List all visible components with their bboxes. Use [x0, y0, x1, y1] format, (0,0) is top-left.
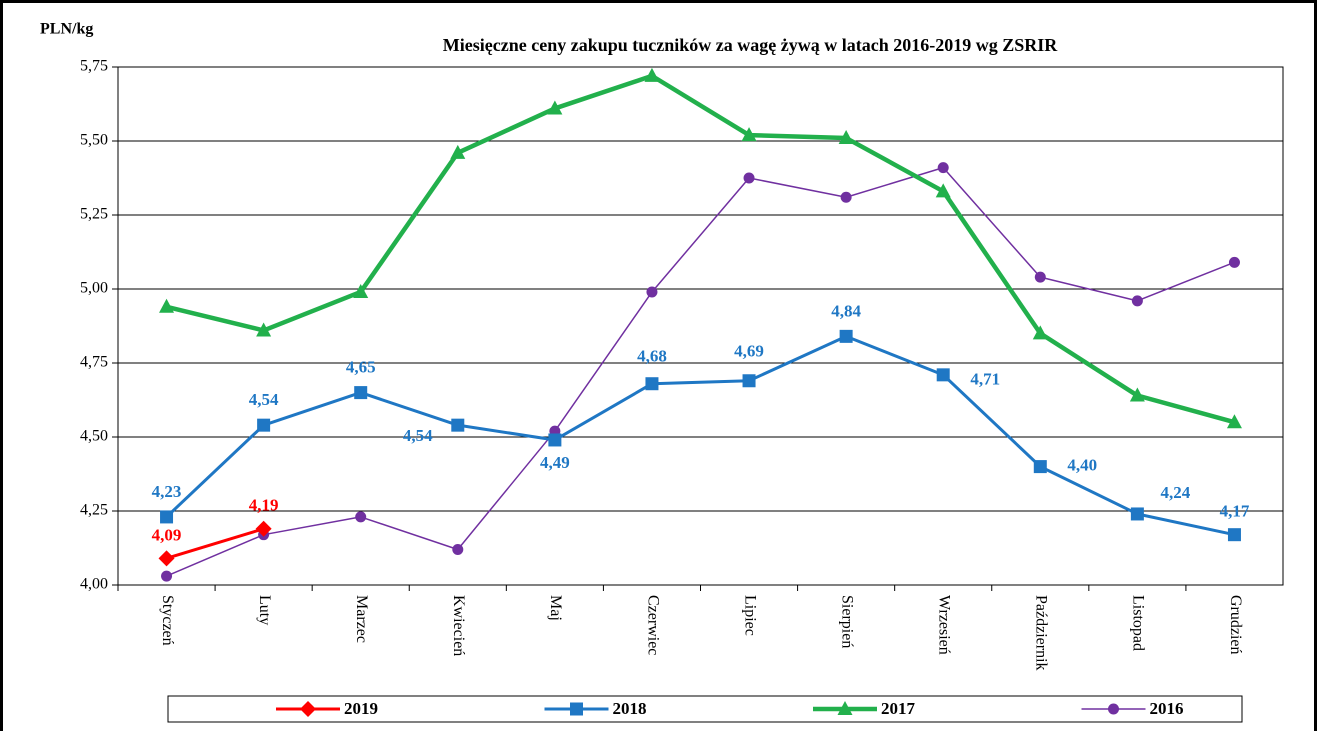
marker [840, 191, 852, 203]
x-tick-label: Styczeń [159, 595, 176, 646]
data-label: 4,40 [1067, 456, 1097, 475]
y-tick-label: 4,25 [80, 502, 108, 519]
y-unit-label: PLN/kg [40, 21, 93, 38]
data-label: 4,23 [152, 482, 182, 501]
marker [256, 322, 272, 337]
x-tick-label: Grudzień [1227, 595, 1244, 655]
marker [450, 144, 466, 159]
marker [548, 433, 562, 447]
x-tick-label: Wrzesień [936, 595, 953, 655]
x-tick-label: Kwiecień [450, 595, 467, 656]
marker [935, 183, 951, 198]
y-tick-label: 4,75 [80, 354, 108, 371]
marker [355, 511, 367, 523]
marker [570, 702, 583, 716]
marker [838, 130, 854, 145]
marker [1131, 295, 1143, 307]
marker [1226, 414, 1242, 429]
x-tick-label: Listopad [1130, 595, 1147, 651]
marker [158, 550, 175, 567]
x-tick-label: Październik [1033, 595, 1050, 671]
marker [645, 377, 659, 391]
data-label: 4,24 [1161, 483, 1191, 502]
marker [1032, 325, 1048, 340]
marker [1129, 387, 1145, 402]
marker [837, 701, 853, 715]
marker [159, 298, 175, 313]
data-label: 4,68 [637, 347, 667, 366]
x-tick-label: Luty [256, 595, 273, 625]
series-line [165, 334, 1235, 537]
x-tick-label: Sierpień [838, 595, 855, 648]
marker [353, 283, 369, 298]
marker [160, 510, 174, 524]
marker [257, 418, 271, 432]
x-tick-label: Maj [547, 595, 564, 621]
marker [1034, 271, 1046, 283]
x-tick-label: Marzec [353, 595, 370, 643]
data-label: 4,17 [1220, 502, 1250, 521]
legend-label: 2018 [613, 699, 647, 718]
marker [547, 100, 563, 115]
marker [354, 386, 368, 400]
data-label: 4,09 [152, 525, 182, 544]
series [159, 67, 1242, 429]
series-line [166, 166, 1235, 577]
marker [937, 162, 949, 174]
marker [644, 67, 660, 82]
y-tick-label: 5,75 [80, 58, 108, 75]
legend-label: 2016 [1150, 699, 1184, 718]
x-tick-label: Lipiec [741, 595, 758, 636]
marker [743, 172, 755, 184]
marker [161, 570, 173, 582]
data-label: 4,69 [734, 342, 764, 361]
legend-label: 2017 [881, 699, 916, 718]
series-line [166, 527, 265, 560]
chart-title: Miesięczne ceny zakupu tuczników za wagę… [443, 35, 1058, 55]
marker [1228, 256, 1240, 268]
marker [1130, 507, 1144, 521]
marker [742, 374, 756, 388]
data-label: 4,65 [346, 358, 376, 377]
marker [839, 329, 853, 343]
marker [936, 368, 950, 382]
y-tick-label: 5,25 [80, 206, 108, 223]
y-tick-label: 5,00 [80, 280, 108, 297]
marker [741, 127, 757, 142]
series-line [166, 73, 1236, 425]
marker [1108, 703, 1119, 715]
marker [1033, 460, 1047, 474]
legend [167, 695, 1243, 723]
x-tick-label: Czerwiec [644, 595, 661, 655]
marker [451, 418, 465, 432]
data-label: 4,84 [831, 301, 861, 320]
y-tick-label: 5,50 [80, 132, 108, 149]
data-label: 4,71 [970, 370, 1000, 389]
data-label: 4,19 [249, 496, 279, 515]
legend-label: 2019 [344, 699, 378, 718]
data-label: 4,54 [249, 390, 279, 409]
marker [300, 701, 316, 717]
data-label: 4,54 [403, 426, 433, 445]
y-tick-label: 4,00 [80, 576, 108, 593]
series: 4,09 4,19 [152, 496, 279, 567]
marker [646, 286, 658, 298]
y-tick-label: 4,50 [80, 428, 108, 445]
series [161, 162, 1240, 582]
marker [452, 543, 464, 555]
marker [1227, 528, 1241, 542]
data-label: 4,49 [540, 453, 570, 472]
series: 4,23 4,54 4,65 4,54 4,49 4,68 4,69 4,84 4,71 4,40… [152, 301, 1250, 542]
marker [255, 520, 272, 537]
